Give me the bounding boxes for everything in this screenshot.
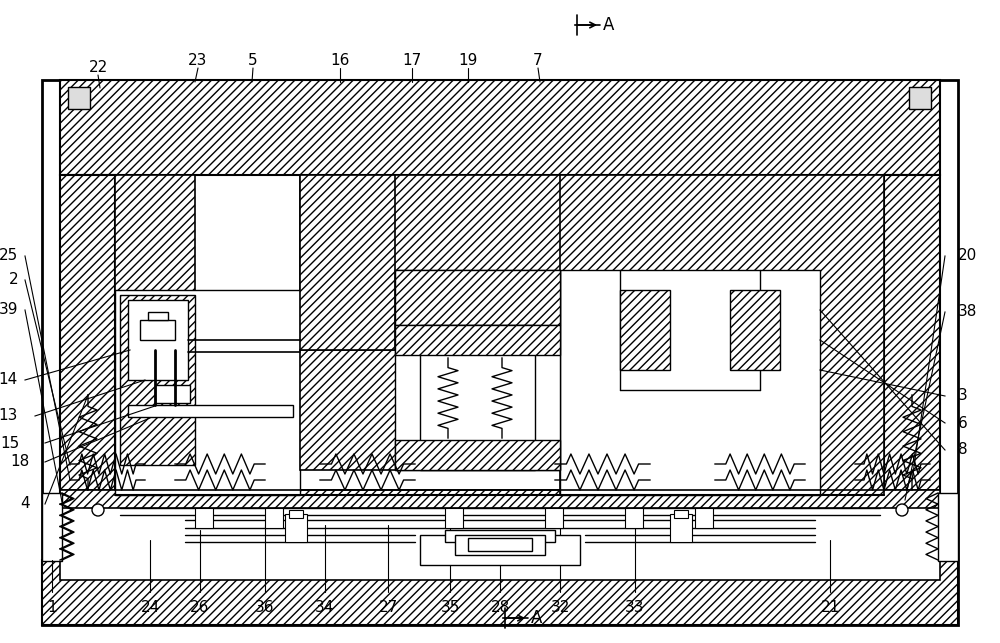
Bar: [395, 270, 560, 470]
Bar: [60, 490, 940, 580]
Bar: [625, 508, 643, 528]
Text: 3: 3: [958, 388, 968, 404]
Text: 39: 39: [0, 302, 18, 318]
Text: 13: 13: [0, 408, 18, 424]
Text: 24: 24: [140, 600, 160, 615]
Text: A: A: [603, 16, 614, 34]
Text: 23: 23: [188, 53, 208, 68]
Text: 36: 36: [255, 600, 275, 615]
Bar: [265, 508, 283, 528]
Bar: [300, 350, 684, 470]
Bar: [545, 508, 563, 528]
Bar: [128, 405, 293, 417]
Text: 25: 25: [0, 248, 18, 264]
Text: 17: 17: [402, 53, 422, 68]
Text: 27: 27: [378, 600, 398, 615]
Bar: [445, 508, 463, 528]
Text: 34: 34: [315, 600, 335, 615]
Circle shape: [92, 504, 104, 516]
Text: 15: 15: [1, 435, 20, 451]
Text: 22: 22: [88, 60, 108, 75]
Bar: [395, 440, 560, 470]
Bar: [285, 514, 307, 542]
Bar: [560, 270, 820, 495]
Bar: [148, 312, 168, 320]
Bar: [620, 290, 670, 370]
Bar: [909, 87, 931, 109]
Text: 21: 21: [820, 600, 840, 615]
Bar: [420, 535, 580, 565]
Text: 35: 35: [440, 600, 460, 615]
Bar: [884, 175, 940, 500]
Bar: [730, 290, 780, 370]
Bar: [60, 175, 115, 500]
Bar: [115, 175, 195, 495]
Text: 33: 33: [625, 600, 645, 615]
Text: 8: 8: [958, 442, 968, 458]
Bar: [42, 493, 62, 561]
Text: 2: 2: [8, 273, 18, 287]
Bar: [289, 510, 303, 518]
Bar: [395, 270, 560, 325]
Bar: [674, 510, 688, 518]
Text: A: A: [531, 609, 542, 627]
Bar: [140, 320, 175, 340]
Text: 16: 16: [330, 53, 350, 68]
Text: 5: 5: [248, 53, 258, 68]
Bar: [120, 295, 195, 465]
Bar: [695, 508, 713, 528]
Text: 1: 1: [47, 600, 57, 615]
Bar: [42, 560, 958, 625]
Bar: [300, 175, 395, 350]
Text: 4: 4: [20, 496, 30, 511]
Text: 6: 6: [958, 415, 968, 431]
Bar: [445, 530, 555, 542]
Circle shape: [896, 504, 908, 516]
Text: 14: 14: [0, 372, 18, 388]
Bar: [68, 87, 90, 109]
Bar: [128, 300, 188, 380]
Text: 32: 32: [550, 600, 570, 615]
Bar: [155, 385, 190, 403]
Bar: [115, 290, 300, 495]
Bar: [395, 325, 560, 355]
Text: 18: 18: [11, 455, 30, 469]
Text: 7: 7: [533, 53, 543, 68]
Bar: [938, 493, 958, 561]
Bar: [560, 175, 884, 495]
Bar: [60, 80, 940, 175]
Bar: [195, 508, 213, 528]
Bar: [420, 325, 535, 470]
Text: 20: 20: [958, 248, 977, 264]
Bar: [300, 175, 884, 350]
Bar: [60, 490, 940, 508]
Text: 19: 19: [458, 53, 478, 68]
Bar: [468, 538, 532, 551]
Text: 28: 28: [490, 600, 510, 615]
Text: 38: 38: [958, 305, 977, 320]
Text: 26: 26: [190, 600, 210, 615]
Bar: [42, 80, 958, 625]
Bar: [455, 535, 545, 555]
Bar: [670, 514, 692, 542]
